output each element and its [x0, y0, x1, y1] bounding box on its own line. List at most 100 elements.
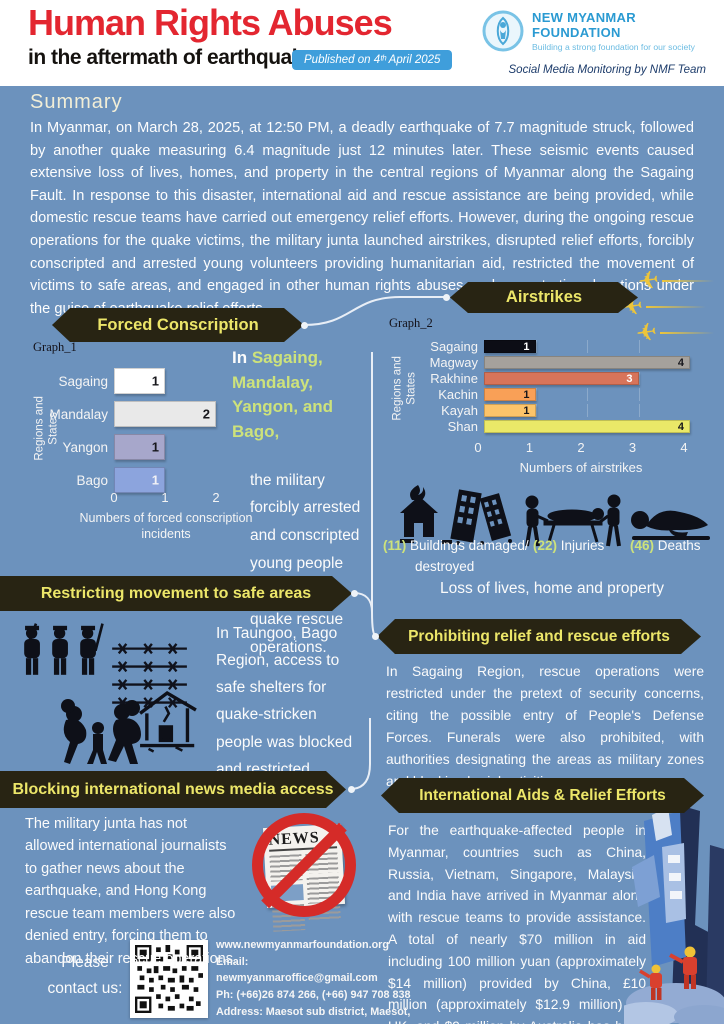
- chart2-category: Sagaing: [430, 339, 478, 354]
- org-logo-icon: [482, 10, 524, 52]
- chart2-category: Rakhine: [430, 371, 478, 386]
- fighter-jets-icon: ✈ ✈ ✈: [600, 266, 720, 356]
- x-tick: 1: [161, 490, 169, 505]
- highlight-regions: Yangon, and Bago,: [232, 397, 334, 441]
- chart2-category: Magway: [429, 355, 478, 370]
- section-banner-blocking-news: Blocking international news media access: [0, 771, 346, 808]
- stats-caption: Loss of lives, home and property: [439, 580, 664, 597]
- x-tick: 2: [212, 490, 220, 505]
- page-title: Human Rights Abuses: [28, 2, 393, 43]
- contact-address: Tak District, Thailand, 63110: [216, 1021, 412, 1024]
- stat-label: Injuries: [560, 538, 605, 553]
- blocking-body: The military junta has not allowed inter…: [25, 816, 238, 967]
- org-logo-block: NEW MYANMAR FOUNDATION Building a strong…: [482, 10, 724, 52]
- chart1-bar: 1: [114, 467, 165, 493]
- bar-value: 1: [151, 439, 159, 455]
- connector-dot: [351, 590, 358, 597]
- bar-value: 3: [626, 372, 633, 385]
- chart2-x-axis: 0 1 2 3 4: [474, 440, 688, 456]
- contact-address: Address: Maesot sub district, Maesot,: [216, 1005, 411, 1018]
- page-subtitle: in the aftermath of earthquake: [28, 46, 315, 69]
- bar-value: 1: [151, 472, 159, 488]
- collapsed-building-illustration: [624, 805, 724, 1024]
- chart-airstrikes: Regions and States Sagaing 1 Magway 4 Ra…: [390, 339, 710, 475]
- contact-phone: Ph: (+66)26 874 266, (+66) 947 708 838: [216, 989, 411, 1002]
- stretcher-icon: [522, 492, 622, 548]
- stat-item: (11) Buildings damaged/ destroyed: [383, 538, 543, 574]
- stat-item: (46) Deaths: [630, 538, 701, 553]
- dead-body-icon: [628, 498, 712, 542]
- bar-value: 1: [523, 404, 530, 417]
- chart2-bar: 4: [484, 420, 690, 433]
- stat-value: (11): [383, 538, 407, 553]
- damaged-house-icon: [138, 688, 198, 754]
- x-tick: 1: [525, 440, 534, 455]
- banner-title: Airstrikes: [505, 288, 583, 306]
- chart1-bar: 1: [114, 434, 165, 460]
- chart-forced-conscription: Regions and States Sagaing 1 Mandalay 2 …: [34, 368, 253, 548]
- summary-body: In Myanmar, on March 28, 2025, at 12:50 …: [30, 120, 694, 317]
- chart1-category: Yangon: [62, 439, 108, 455]
- x-tick: 0: [110, 490, 118, 505]
- banner-title: Forced Conscription: [97, 315, 259, 334]
- org-tagline: Building a strong foundation for our soc…: [532, 42, 695, 52]
- prohibition-ring: [252, 813, 356, 917]
- monitoring-credit: Social Media Monitoring by NMF Team: [508, 64, 707, 76]
- chart1-category: Bago: [76, 472, 108, 488]
- bar-value: 1: [523, 388, 530, 401]
- aids-body: For the earthquake-affected people in My…: [388, 823, 646, 1024]
- contact-prompt: Please contact us:: [40, 950, 130, 1003]
- fleeing-people-icon: [60, 698, 150, 766]
- contact-website: www.newmyanmarfoundation.org: [216, 939, 389, 951]
- section-banner-international-aids: International Aids & Relief Efforts: [381, 778, 704, 813]
- banner-title: Prohibiting relief and rescue efforts: [408, 627, 670, 645]
- banner-title: International Aids & Relief Efforts: [419, 786, 666, 804]
- barbed-wire-icon: [112, 642, 188, 712]
- bar-value: 4: [677, 356, 684, 369]
- connector-dot: [348, 786, 355, 793]
- stat-label: Buildings damaged/: [410, 538, 529, 553]
- stat-item: (22) Injuries: [533, 538, 604, 553]
- chart1-x-axis-label: Numbers of forced conscription incidents: [79, 511, 253, 542]
- chart2-bar: 4: [484, 356, 690, 369]
- contact-email: Email: newmyanmaroffice@gmail.com: [216, 955, 378, 985]
- chart1-bar: 2: [114, 401, 216, 427]
- bar-value: 4: [677, 420, 684, 433]
- section-banner-prohibiting-relief: Prohibiting relief and rescue efforts: [377, 619, 701, 654]
- contact-info: www.newmyanmarfoundation.org Email: newm…: [216, 937, 412, 1024]
- chart2-bar: 1: [484, 388, 536, 401]
- stat-value: (22): [533, 538, 558, 553]
- stat-value: (46): [630, 538, 655, 553]
- connector-dot: [443, 294, 450, 301]
- highlight-regions: Sagaing, Mandalay,: [232, 348, 323, 392]
- org-name: NEW MYANMAR FOUNDATION: [532, 10, 636, 40]
- chart1-category: Mandalay: [49, 406, 108, 422]
- qr-code: [130, 940, 208, 1018]
- bar-value: 2: [202, 406, 210, 422]
- graph1-label: Graph_1: [33, 340, 77, 354]
- destroyed-buildings-icon: [398, 483, 514, 545]
- header: Human Rights Abuses in the aftermath of …: [0, 0, 724, 86]
- chart1-category: Sagaing: [58, 373, 108, 389]
- chart2-category: Kayah: [441, 403, 478, 418]
- stat-label-line2: destroyed: [415, 559, 475, 574]
- chart1-bar: 1: [114, 368, 165, 394]
- section-banner-forced-conscription: Forced Conscription: [52, 308, 304, 342]
- bar-value: 1: [151, 373, 159, 389]
- banner-title: Blocking international news media access: [12, 780, 334, 798]
- chart1-x-axis: 0 1 2: [110, 490, 220, 506]
- x-tick: 4: [680, 440, 688, 455]
- published-date-badge: Published on 4ᵗʰ April 2025: [292, 50, 453, 70]
- chart2-bar: 1: [484, 404, 536, 417]
- banner-title: Restricting movement to safe areas: [40, 584, 312, 602]
- contact-prompt-line: Please: [61, 954, 109, 971]
- soldiers-icon: [22, 620, 106, 678]
- prohibiting-body: In Sagaing Region, rescue operations wer…: [386, 664, 704, 789]
- chart2-x-axis-label: Numbers of airstrikes: [519, 460, 643, 475]
- connector-dot: [301, 322, 308, 329]
- forced-conscription-text: In Sagaing, Mandalay, Yangon, and Bago, …: [232, 346, 382, 662]
- summary-heading: Summary: [30, 91, 123, 113]
- x-tick: 3: [628, 440, 637, 455]
- x-tick: 2: [577, 440, 585, 455]
